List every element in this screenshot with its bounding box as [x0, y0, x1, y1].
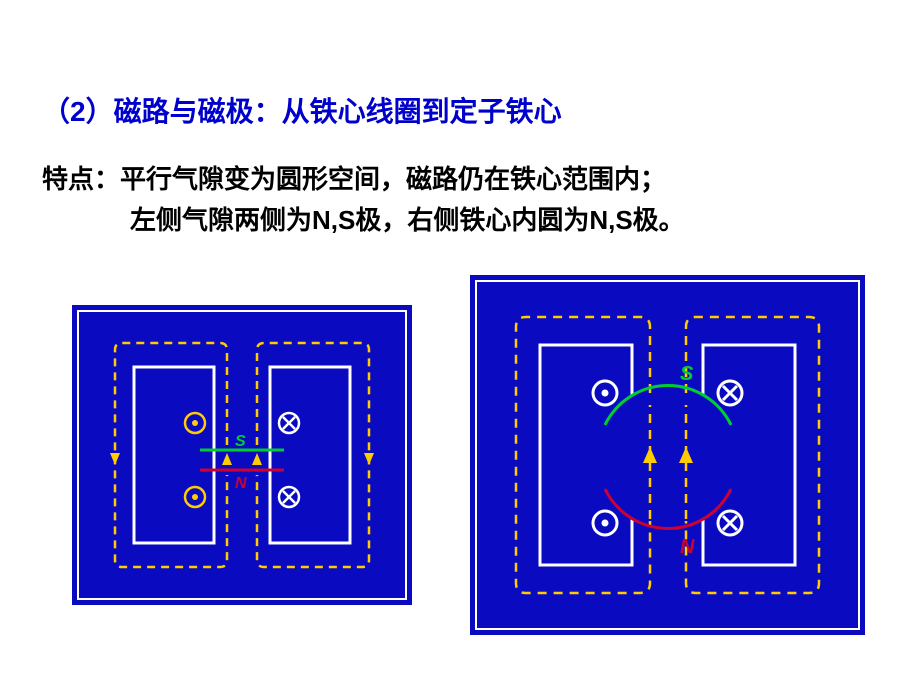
subtitle-line2: 左侧气隙两侧为N,S极，右侧铁心内圆为N,S极。 — [130, 200, 685, 237]
page-title: （2）磁路与磁极：从铁心线圈到定子铁心 — [42, 90, 562, 130]
left-magnetic-diagram: S N — [72, 305, 412, 605]
s-pole-label: S — [680, 363, 694, 385]
subtitle-line1: 特点：平行气隙变为圆形空间，磁路仍在铁心范围内； — [42, 160, 666, 199]
diagram-bg — [72, 305, 412, 605]
n-pole-label: N — [680, 536, 695, 558]
s-pole-label: S — [235, 433, 246, 450]
n-pole-label: N — [235, 475, 247, 492]
right-magnetic-diagram: S N — [470, 275, 865, 635]
